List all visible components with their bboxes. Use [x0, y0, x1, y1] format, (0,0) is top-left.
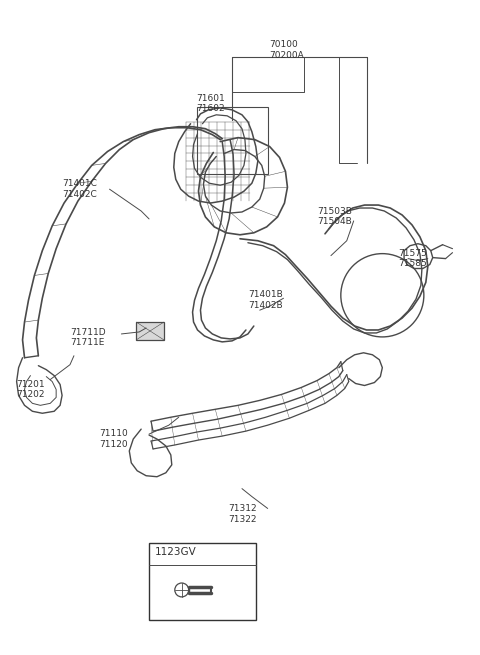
Text: 71503B
71504B: 71503B 71504B — [317, 207, 352, 227]
Text: 1123GV: 1123GV — [155, 547, 197, 557]
Text: 71110
71120: 71110 71120 — [100, 429, 128, 449]
Text: 70100
70200A: 70100 70200A — [270, 41, 304, 60]
Text: 71601
71602: 71601 71602 — [196, 94, 225, 113]
Bar — [196, 107, 268, 174]
Bar — [149, 543, 256, 620]
Text: 71575
71585: 71575 71585 — [398, 249, 427, 268]
Text: 71312
71322: 71312 71322 — [228, 504, 257, 524]
Text: 71401C
71402C: 71401C 71402C — [62, 179, 97, 198]
Text: 71401B
71402B: 71401B 71402B — [248, 290, 283, 310]
Text: 71711D
71711E: 71711D 71711E — [70, 328, 106, 347]
Text: 71201
71202: 71201 71202 — [17, 379, 45, 399]
Bar — [136, 322, 164, 340]
